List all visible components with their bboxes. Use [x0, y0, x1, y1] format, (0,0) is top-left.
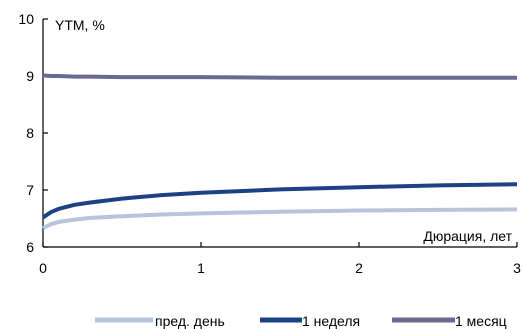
- y-tick-label: 7: [26, 182, 34, 198]
- y-tick-label: 8: [26, 125, 34, 141]
- legend-label: пред. день: [155, 313, 225, 329]
- x-tick-label: 0: [39, 260, 47, 276]
- series-line-3: [42, 73, 517, 80]
- x-tick-label: 2: [355, 260, 363, 276]
- series-layer: [41, 73, 518, 230]
- y-tick-label: 10: [18, 11, 34, 27]
- x-axis-title: Дюрация, лет: [423, 228, 512, 244]
- legend: пред. день 1 неделя 1 месяц: [95, 313, 507, 329]
- y-axis-title: YTM, %: [55, 17, 105, 33]
- x-tick-label: 3: [513, 260, 521, 276]
- y-tick-label: 9: [26, 68, 34, 84]
- series-line-1: [42, 207, 518, 230]
- y-tick-label: 6: [26, 239, 34, 255]
- series-line-2: [41, 182, 518, 220]
- x-tick-label: 1: [197, 260, 205, 276]
- legend-label: 1 неделя: [302, 313, 360, 329]
- legend-label: 1 месяц: [455, 313, 507, 329]
- axes: 6 7 8 9 10 0 1 2 3: [18, 11, 521, 276]
